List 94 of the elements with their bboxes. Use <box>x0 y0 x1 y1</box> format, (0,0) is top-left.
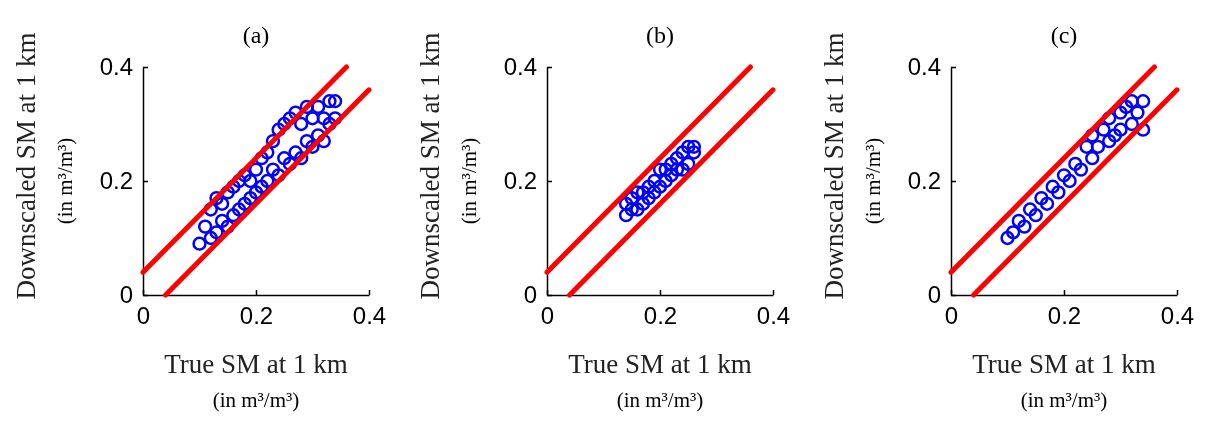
point <box>675 162 690 177</box>
point <box>1022 202 1038 217</box>
x-axis-title: True SM at 1 km (in m³/m³) <box>164 349 348 412</box>
point <box>1107 128 1123 143</box>
point <box>260 173 275 189</box>
point <box>686 145 702 160</box>
point <box>231 202 247 217</box>
point <box>197 219 213 234</box>
chart-title: (b) <box>646 22 674 48</box>
point <box>265 162 281 177</box>
point <box>664 156 679 172</box>
point <box>618 208 634 223</box>
point <box>1135 94 1151 109</box>
point <box>1056 168 1072 183</box>
point <box>1000 230 1015 246</box>
point <box>669 151 685 166</box>
x-tick-label: 0 <box>136 302 151 330</box>
point <box>1039 196 1055 211</box>
point <box>294 116 309 132</box>
point <box>1045 179 1060 194</box>
point <box>630 185 645 200</box>
x-tick-label: 0 <box>540 302 555 330</box>
chart-title: (c) <box>1050 22 1078 48</box>
point <box>1085 151 1100 166</box>
point <box>630 202 645 217</box>
chart-title: (a) <box>242 22 270 48</box>
point <box>624 202 639 217</box>
point <box>237 196 252 211</box>
point <box>658 162 673 177</box>
y-axis-title: Downscaled SM at 1 km (in m³/m³) <box>819 32 885 300</box>
point <box>248 162 264 177</box>
point <box>1113 122 1128 137</box>
y-tick-label: 0.4 <box>99 53 133 81</box>
point <box>664 168 679 183</box>
y-axis-title: Downscaled SM at 1 km (in m³/m³) <box>11 32 77 300</box>
point <box>305 111 320 126</box>
point <box>1090 139 1106 154</box>
point <box>1102 133 1117 149</box>
point <box>209 225 224 240</box>
point <box>647 185 662 200</box>
point <box>675 145 690 160</box>
point <box>248 185 264 200</box>
point <box>1130 105 1145 120</box>
x-tick-label: 0.2 <box>1047 302 1082 330</box>
point <box>254 179 269 194</box>
point <box>226 208 241 223</box>
point <box>681 139 696 154</box>
x-tick-label: 0.4 <box>352 302 387 330</box>
point <box>1062 173 1077 189</box>
point <box>658 173 673 189</box>
y-tick-label: 0.2 <box>503 167 537 195</box>
point <box>214 213 230 229</box>
point <box>192 236 207 251</box>
y-tick-label: 0 <box>523 281 537 309</box>
point <box>647 173 662 189</box>
point <box>310 99 326 115</box>
point <box>1017 219 1032 234</box>
point <box>1118 99 1134 115</box>
point <box>1051 185 1066 200</box>
y-tick-label: 0 <box>119 281 133 309</box>
point <box>1028 208 1043 223</box>
point <box>243 190 258 206</box>
y-tick-label: 0.2 <box>99 167 133 195</box>
point <box>652 179 668 194</box>
point <box>243 173 258 189</box>
x-tick-label: 0.2 <box>643 302 678 330</box>
point <box>641 179 656 194</box>
point <box>322 94 337 109</box>
point <box>635 196 651 211</box>
point <box>1073 162 1089 177</box>
point <box>1034 190 1049 206</box>
point <box>1096 122 1111 137</box>
x-tick-label: 0.4 <box>1160 302 1195 330</box>
point <box>686 139 702 154</box>
y-tick-label: 0.2 <box>907 167 941 195</box>
x-axis-title: True SM at 1 km (in m³/m³) <box>568 349 752 412</box>
point <box>288 145 303 160</box>
point <box>327 94 343 109</box>
x-tick-label: 0 <box>944 302 959 330</box>
point <box>1068 156 1083 172</box>
point <box>1079 139 1094 154</box>
point <box>652 162 668 177</box>
point <box>277 151 292 166</box>
point <box>641 190 656 206</box>
point <box>1011 213 1026 229</box>
y-axis-title: Downscaled SM at 1 km (in m³/m³) <box>415 32 481 300</box>
point <box>316 111 331 126</box>
y-tick-label: 0 <box>927 281 941 309</box>
x-axis-title: True SM at 1 km (in m³/m³) <box>972 349 1156 412</box>
x-tick-label: 0.4 <box>756 302 791 330</box>
y-tick-label: 0.4 <box>503 53 537 81</box>
x-tick-label: 0.2 <box>239 302 274 330</box>
point <box>1005 225 1021 240</box>
y-tick-label: 0.4 <box>907 53 941 81</box>
